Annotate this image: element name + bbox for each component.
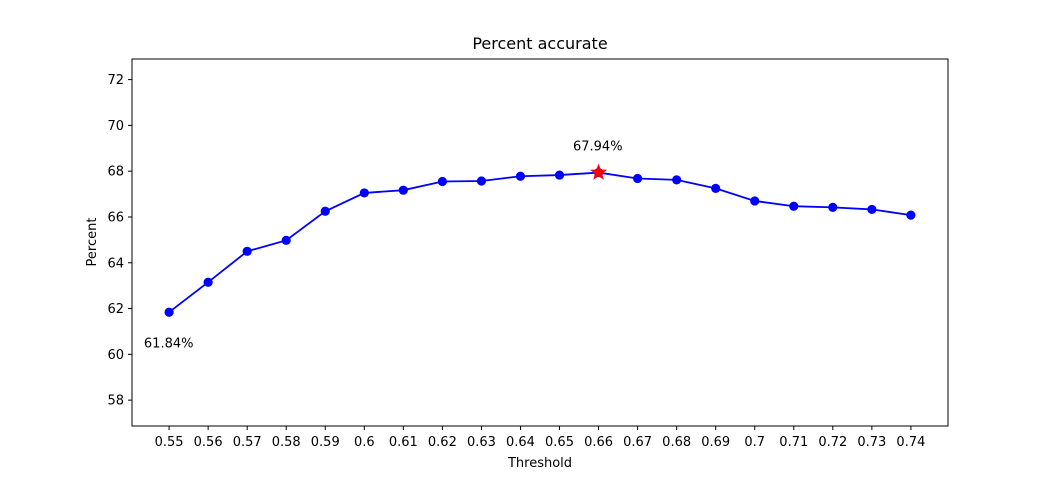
chart-title: Percent accurate <box>472 34 607 53</box>
y-tick-label: 64 <box>107 256 124 271</box>
x-tick-label: 0.63 <box>467 435 496 450</box>
data-point <box>281 235 291 245</box>
value-annotation: 61.84% <box>144 336 194 351</box>
data-point <box>476 176 487 186</box>
x-tick-label: 0.71 <box>779 435 808 450</box>
data-point <box>359 188 369 198</box>
y-tick-label: 72 <box>107 73 124 88</box>
x-tick-label: 0.68 <box>662 435 691 450</box>
data-point <box>515 171 526 181</box>
x-tick-label: 0.57 <box>233 435 262 450</box>
y-tick-label: 70 <box>107 119 124 134</box>
plot-area <box>131 58 949 427</box>
y-tick-label: 66 <box>107 210 124 225</box>
data-point <box>203 277 213 287</box>
max-highlight <box>590 163 608 180</box>
x-tick-label: 0.73 <box>857 435 886 450</box>
y-axis-label: Percent <box>85 218 100 267</box>
x-tick-label: 0.65 <box>545 435 574 450</box>
y-tick-label: 58 <box>107 394 124 409</box>
max-star-marker <box>590 163 608 180</box>
data-point <box>789 201 799 211</box>
data-point <box>828 202 838 212</box>
data-point <box>750 196 760 206</box>
x-tick-label: 0.55 <box>155 435 184 450</box>
x-tick-label: 0.61 <box>389 435 418 450</box>
data-point <box>320 206 330 216</box>
annotations: 67.94% 61.84% <box>144 139 623 351</box>
x-tick-label: 0.67 <box>623 435 652 450</box>
x-tick-label: 0.62 <box>428 435 457 450</box>
x-tick-label: 0.7 <box>744 435 765 450</box>
x-tick-label: 0.56 <box>194 435 223 450</box>
data-point <box>398 185 408 195</box>
series-line <box>168 171 912 313</box>
data-point <box>867 204 877 215</box>
data-point <box>711 183 721 193</box>
data-point <box>906 210 916 220</box>
x-tick-label: 0.64 <box>506 435 535 450</box>
data-point <box>437 176 447 187</box>
data-point <box>242 246 252 256</box>
data-point <box>633 173 643 184</box>
data-point <box>672 175 682 185</box>
x-tick-label: 0.74 <box>896 435 925 450</box>
data-point <box>164 307 174 317</box>
y-tick-label: 60 <box>107 348 124 363</box>
y-tick-label: 68 <box>107 165 124 180</box>
y-axis: 58 60 62 64 66 68 70 72 <box>107 73 132 409</box>
x-tick-label: 0.6 <box>354 435 375 450</box>
y-tick-label: 62 <box>107 302 124 317</box>
data-point <box>554 170 565 180</box>
x-tick-label: 0.59 <box>311 435 340 450</box>
x-tick-label: 0.66 <box>584 435 613 450</box>
x-tick-label: 0.69 <box>701 435 730 450</box>
x-tick-label: 0.72 <box>818 435 847 450</box>
x-tick-label: 0.58 <box>272 435 301 450</box>
value-annotation: 67.94% <box>573 139 623 154</box>
x-axis: 0.55 0.56 0.57 0.58 0.59 0.6 0.61 0.62 0.63 0.64 0… <box>155 426 925 450</box>
x-axis-label: Threshold <box>507 456 572 471</box>
